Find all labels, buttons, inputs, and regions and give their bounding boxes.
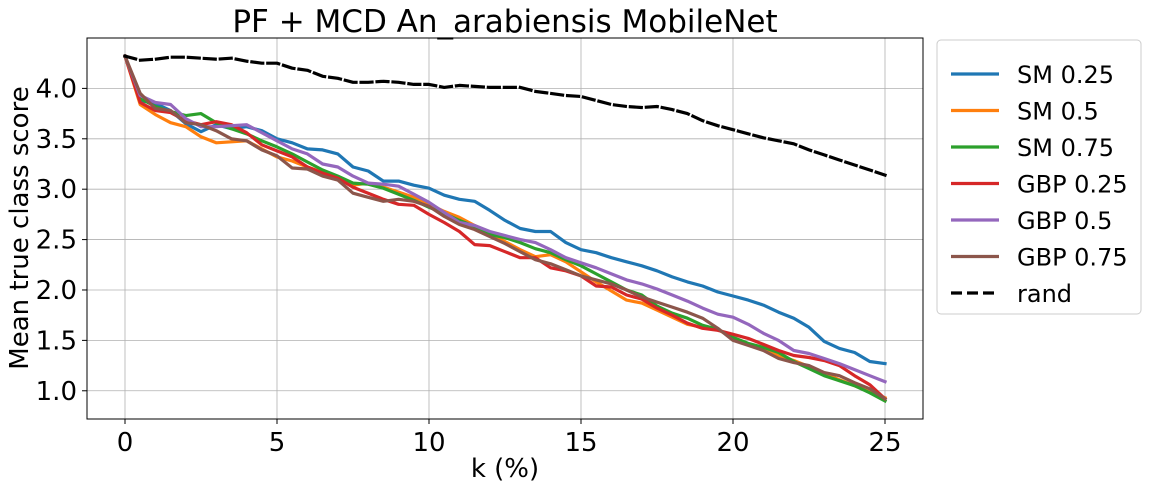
legend-label: rand <box>1017 280 1072 308</box>
x-axis-label: k (%) <box>471 454 539 484</box>
series-line-5 <box>122 54 888 402</box>
y-axis-ticks: 1.0 1.5 2.0 2.5 3.0 3.5 4.0 <box>36 74 87 407</box>
series-line-0 <box>122 54 887 366</box>
series-lines <box>122 54 888 404</box>
y-tick-label: 1.5 <box>36 326 77 356</box>
x-axis-ticks: 0 5 10 15 20 25 <box>117 419 902 458</box>
plot-frame <box>86 37 924 420</box>
x-tick-label: 0 <box>117 428 134 458</box>
chart-title: PF + MCD An_arabiensis MobileNet <box>232 4 777 40</box>
y-axis-label: Mean true class score <box>5 86 35 369</box>
series-line-3 <box>122 54 888 402</box>
legend-label: GBP 0.5 <box>1017 207 1112 235</box>
legend-box <box>936 39 1142 315</box>
y-tick-label: 3.5 <box>36 125 77 155</box>
x-tick-label: 15 <box>564 428 597 458</box>
y-tick-label: 3.0 <box>36 175 77 205</box>
legend-label: SM 0.5 <box>1017 98 1099 126</box>
y-tick-label: 1.0 <box>36 377 77 407</box>
series-line-2 <box>122 54 888 404</box>
legend-label: SM 0.75 <box>1017 134 1114 162</box>
x-tick-label: 20 <box>716 428 749 458</box>
series-line-6 <box>123 54 888 178</box>
x-tick-label: 5 <box>269 428 286 458</box>
y-tick-label: 4.0 <box>36 74 77 104</box>
legend-label: GBP 0.25 <box>1017 171 1128 199</box>
legend-label: SM 0.25 <box>1017 61 1114 89</box>
legend: SM 0.25 SM 0.5 SM 0.75 GBP 0.25 GBP 0.5 GBP 0… <box>936 39 1142 315</box>
y-tick-label: 2.5 <box>36 226 77 256</box>
y-tick-label: 2.0 <box>36 276 77 306</box>
x-tick-label: 25 <box>868 428 901 458</box>
series-line-4 <box>122 54 888 384</box>
x-tick-label: 10 <box>412 428 445 458</box>
legend-label: GBP 0.75 <box>1017 244 1128 272</box>
